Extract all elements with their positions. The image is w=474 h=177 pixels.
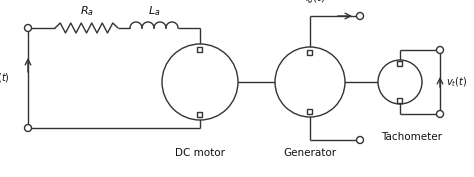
FancyBboxPatch shape xyxy=(198,112,202,117)
Text: $i_g(t)$: $i_g(t)$ xyxy=(305,0,326,6)
FancyBboxPatch shape xyxy=(398,98,402,103)
FancyBboxPatch shape xyxy=(308,109,312,114)
FancyBboxPatch shape xyxy=(398,61,402,66)
Text: $v_t(t)$: $v_t(t)$ xyxy=(446,75,467,89)
FancyBboxPatch shape xyxy=(198,47,202,52)
Circle shape xyxy=(356,136,364,144)
FancyBboxPatch shape xyxy=(308,50,312,55)
Text: $v_a(t)$: $v_a(t)$ xyxy=(0,71,10,85)
Text: Tachometer: Tachometer xyxy=(382,132,443,142)
Circle shape xyxy=(275,47,345,117)
Text: Generator: Generator xyxy=(283,148,337,158)
Text: $R_a$: $R_a$ xyxy=(80,4,93,18)
Circle shape xyxy=(356,13,364,19)
Circle shape xyxy=(378,60,422,104)
Text: DC motor: DC motor xyxy=(175,148,225,158)
Text: $L_a$: $L_a$ xyxy=(148,4,160,18)
Circle shape xyxy=(25,24,31,32)
Circle shape xyxy=(437,110,444,118)
Circle shape xyxy=(162,44,238,120)
Circle shape xyxy=(25,124,31,132)
Circle shape xyxy=(437,47,444,53)
